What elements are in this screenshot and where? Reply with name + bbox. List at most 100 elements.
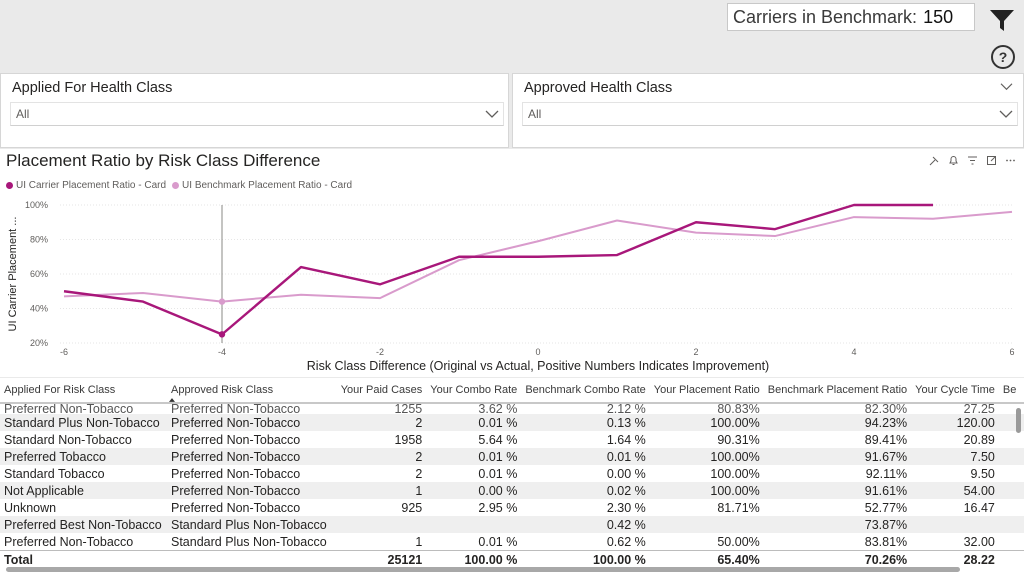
table-cell bbox=[649, 516, 764, 533]
col-header[interactable]: Be bbox=[998, 378, 1024, 404]
table-cell: Standard Non-Tobacco bbox=[4, 432, 132, 447]
table-cell: 2.12 % bbox=[606, 403, 646, 414]
y-tick-label: 100% bbox=[25, 200, 48, 210]
legend-item-carrier[interactable]: UI Carrier Placement Ratio - Card bbox=[6, 180, 166, 191]
col-header[interactable]: Approved Risk Class bbox=[167, 378, 334, 404]
filter-icon[interactable] bbox=[988, 6, 1016, 34]
legend-label: UI Benchmark Placement Ratio - Card bbox=[182, 180, 353, 191]
table-cell: Preferred Non-Tobacco bbox=[171, 500, 301, 515]
applied-health-class-dropdown[interactable]: All bbox=[10, 102, 504, 126]
table-cell: Standard Plus Non-Tobacco bbox=[0, 414, 167, 431]
table-cell: 2.30 % bbox=[606, 500, 646, 515]
table-cell: 0.13 % bbox=[521, 414, 650, 431]
table-cell bbox=[333, 516, 427, 533]
table-cell: 50.00% bbox=[717, 534, 760, 549]
table-row[interactable]: Preferred Best Non-Tobacco Standard Plus … bbox=[0, 516, 1024, 533]
table-cell: Standard Plus Non-Tobacco bbox=[171, 534, 327, 549]
table-cell: 82.30% bbox=[864, 403, 908, 414]
chart-legend: UI Carrier Placement Ratio - Card UI Ben… bbox=[6, 180, 352, 191]
approved-health-class-dropdown[interactable]: All bbox=[522, 102, 1018, 126]
x-tick-label: 6 bbox=[1009, 347, 1014, 357]
table-cell: 27.25 bbox=[963, 403, 995, 414]
focus-mode-icon[interactable] bbox=[986, 155, 997, 166]
table-cell: 0.00 % bbox=[426, 482, 522, 499]
col-header[interactable]: Your Cycle Time bbox=[911, 378, 999, 404]
x-tick-label: 2 bbox=[693, 347, 698, 357]
legend-label: UI Carrier Placement Ratio - Card bbox=[16, 180, 167, 191]
table-row[interactable]: Unknown Preferred Non-Tobacco 925 2.95 % 2.3… bbox=[0, 499, 1024, 516]
table-cell: 100.00% bbox=[649, 414, 764, 431]
x-tick-label: -6 bbox=[60, 347, 68, 357]
table-row[interactable]: Standard Tobacco Preferred Non-Tobacco 2 0.… bbox=[0, 465, 1024, 482]
table-cell: 28.22 bbox=[911, 550, 999, 569]
table-cell: 81.71% bbox=[717, 500, 760, 515]
bell-icon[interactable] bbox=[948, 155, 959, 166]
table-total-row[interactable]: Total 25121 100.00 % 100.00 % 65.40% 70.26% 28… bbox=[0, 550, 1024, 569]
table-row[interactable]: Preferred Tobacco Preferred Non-Tobacco 2 0… bbox=[0, 448, 1024, 465]
table-cell: 32.00 bbox=[963, 534, 995, 549]
col-header[interactable]: Your Paid Cases bbox=[333, 378, 427, 404]
legend-item-benchmark[interactable]: UI Benchmark Placement Ratio - Card bbox=[172, 180, 352, 191]
table-cell: Preferred Best Non-Tobacco bbox=[0, 516, 167, 533]
table-row[interactable]: Standard Non-Tobacco Preferred Non-Tobacc… bbox=[0, 431, 1024, 448]
table-cell: 2.95 % bbox=[478, 500, 518, 515]
horizontal-scrollbar[interactable] bbox=[6, 567, 960, 572]
table-cell: 9.50 bbox=[970, 466, 995, 481]
table-cell bbox=[911, 516, 999, 533]
table-cell: Total bbox=[0, 550, 167, 569]
table-cell bbox=[426, 516, 522, 533]
carriers-in-benchmark-card: Carriers in Benchmark: 150 bbox=[727, 3, 975, 31]
sort-icon bbox=[169, 398, 175, 402]
table-row[interactable]: Standard Plus Non-Tobacco Preferred Non-T… bbox=[0, 414, 1024, 431]
pin-icon[interactable] bbox=[929, 155, 940, 166]
table-cell: 90.31% bbox=[717, 432, 760, 447]
table-cell: 2 bbox=[333, 414, 427, 431]
col-header[interactable]: Benchmark Placement Ratio bbox=[763, 378, 912, 404]
table-cell: 0.01 % bbox=[478, 534, 518, 549]
x-tick-label: -4 bbox=[218, 347, 226, 357]
table-cell: Standard Tobacco bbox=[4, 466, 105, 481]
approved-health-class-slicer: Approved Health Class All bbox=[512, 73, 1024, 148]
table-row[interactable]: Preferred Non-Tobacco Standard Plus Non-T… bbox=[0, 533, 1024, 551]
top-bar: Carriers in Benchmark: 150 ? bbox=[0, 0, 1024, 72]
col-header[interactable]: Your Combo Rate bbox=[426, 378, 522, 404]
risk-class-table: Applied For Risk Class Approved Risk Cla… bbox=[0, 378, 1024, 574]
visual-header-icons bbox=[929, 155, 1016, 166]
col-header[interactable]: Applied For Risk Class bbox=[0, 378, 167, 404]
applied-health-class-slicer: Applied For Health Class All bbox=[0, 73, 509, 148]
table-row-partial[interactable]: Preferred Non-Tobacco Preferred Non-Tobac… bbox=[0, 403, 1024, 414]
table-cell: 0.01 % bbox=[426, 448, 522, 465]
table-row[interactable]: Not Applicable Preferred Non-Tobacco 1 0.00… bbox=[0, 482, 1024, 499]
benchmark-point bbox=[218, 298, 226, 305]
table-cell: 0.01 % bbox=[478, 466, 518, 481]
table-cell: 100.00 % bbox=[426, 550, 522, 569]
table-cell: 70.26% bbox=[763, 550, 912, 569]
table-cell: 0.01 % bbox=[521, 448, 650, 465]
table-cell: 1.64 % bbox=[606, 432, 646, 447]
table-cell: 94.23% bbox=[763, 414, 912, 431]
filter-icon[interactable] bbox=[967, 155, 978, 166]
table-cell: 0.62 % bbox=[606, 534, 646, 549]
table-cell: 0.01 % bbox=[426, 414, 522, 431]
col-header[interactable]: Your Placement Ratio bbox=[649, 378, 764, 404]
table-cell: 3.62 % bbox=[478, 403, 518, 414]
table-cell: 2 bbox=[333, 448, 427, 465]
table-cell: 92.11% bbox=[865, 466, 908, 481]
table-cell: Preferred Non-Tobacco bbox=[167, 448, 334, 465]
vertical-scrollbar[interactable] bbox=[1016, 408, 1021, 433]
col-header[interactable]: Benchmark Combo Rate bbox=[521, 378, 650, 404]
carrier-series-line bbox=[63, 203, 933, 336]
table-cell: 100.00 % bbox=[521, 550, 650, 569]
help-icon[interactable]: ? bbox=[990, 44, 1016, 70]
x-tick-label: 4 bbox=[851, 347, 856, 357]
table-cell: 1958 bbox=[394, 432, 423, 447]
table-cell: 100.00% bbox=[649, 448, 764, 465]
table-cell: 0.42 % bbox=[521, 516, 650, 533]
table-cell: 5.64 % bbox=[478, 432, 518, 447]
table-cell: 52.77% bbox=[864, 500, 908, 515]
table-cell: 54.00 bbox=[911, 482, 999, 499]
table-cell: 2 bbox=[415, 466, 423, 481]
more-options-icon[interactable] bbox=[1005, 155, 1016, 166]
chevron-down-icon[interactable] bbox=[1000, 81, 1013, 92]
dropdown-value: All bbox=[16, 107, 30, 121]
